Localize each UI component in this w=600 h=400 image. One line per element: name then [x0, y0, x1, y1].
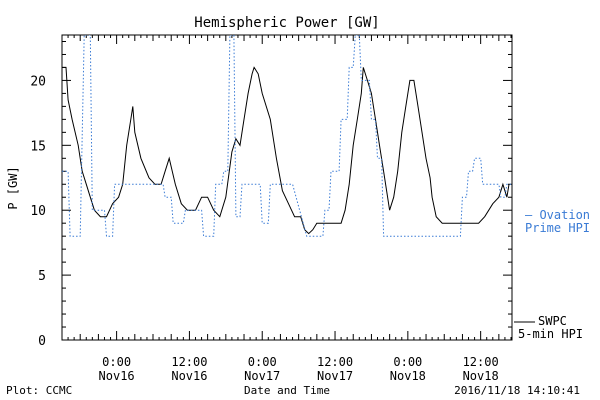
y-axis-label: P [GW]: [6, 166, 20, 209]
footer-plot-credit: Plot: CCMC: [6, 384, 72, 397]
legend-ovation-line2: Prime HPI: [525, 221, 590, 235]
x-tick-label-date: Nov18: [390, 369, 426, 383]
legend-ovation-line1: – Ovation: [525, 208, 590, 222]
y-tick-label: 5: [38, 269, 46, 284]
series-line-ovation-prime-hpi: [62, 35, 512, 237]
x-tick-label-date: Nov16: [99, 369, 135, 383]
plot-series: [62, 35, 512, 237]
y-tick-label: 20: [30, 74, 46, 89]
legend-swpc-line2: 5-min HPI: [518, 327, 583, 341]
y-tick-label: 15: [30, 139, 46, 154]
x-tick-label-time: 0:00: [102, 355, 131, 369]
x-axis: 0:00Nov1612:00Nov160:00Nov1712:00Nov170:…: [61, 35, 512, 383]
x-tick-label-date: Nov18: [463, 369, 499, 383]
chart-title: Hemispheric Power [GW]: [194, 15, 379, 31]
x-tick-label-time: 12:00: [463, 355, 499, 369]
y-tick-label: 10: [30, 204, 46, 219]
x-tick-label-date: Nov17: [317, 369, 353, 383]
x-tick-label-date: Nov17: [244, 369, 280, 383]
plot-frame: [61, 34, 513, 341]
x-tick-label-time: 0:00: [393, 355, 422, 369]
y-tick-label: 0: [38, 334, 46, 349]
x-tick-label-time: 12:00: [317, 355, 353, 369]
x-tick-label-time: 0:00: [248, 355, 277, 369]
x-axis-label: Date and Time: [244, 384, 330, 397]
x-tick-label-date: Nov16: [171, 369, 207, 383]
footer-timestamp: 2016/11/18 14:10:41: [454, 384, 580, 397]
y-axis: 0 5 10 15 20: [30, 40, 512, 349]
x-tick-label-time: 12:00: [171, 355, 207, 369]
legend-swpc-line1: SWPC: [538, 314, 567, 328]
series-line-swpc-5-min-hpi: [62, 66, 510, 235]
